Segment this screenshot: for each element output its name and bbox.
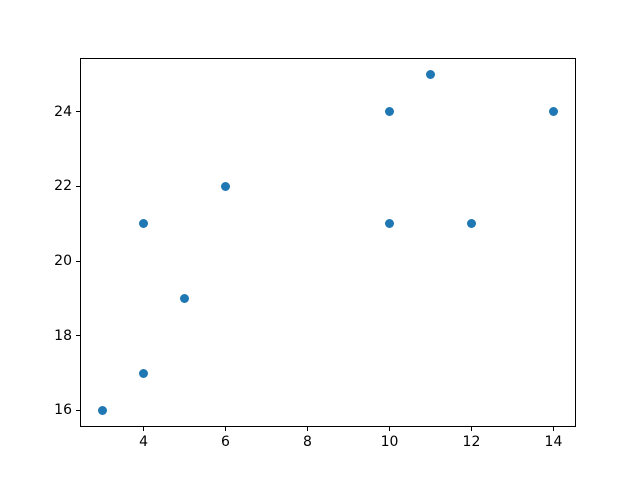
data-point [384, 219, 394, 229]
x-tick-label: 10 [380, 434, 399, 451]
data-point [384, 107, 394, 117]
x-tick-label: 6 [221, 434, 230, 451]
data-point [425, 69, 435, 79]
y-tick-label: 18 [54, 327, 72, 344]
data-point [466, 219, 476, 229]
data-point [139, 219, 149, 229]
y-tick-mark [76, 409, 80, 411]
plot-area [80, 57, 576, 428]
y-tick-label: 22 [54, 178, 72, 195]
y-tick-mark [76, 111, 80, 113]
data-point [139, 368, 149, 378]
x-tick-mark [552, 427, 554, 432]
x-tick-label: 8 [303, 434, 312, 451]
x-tick-mark [143, 427, 145, 432]
y-tick-mark [76, 335, 80, 337]
y-tick-mark [76, 260, 80, 262]
data-point [98, 405, 108, 415]
x-tick-label: 14 [544, 434, 563, 451]
y-tick-label: 20 [54, 253, 72, 270]
data-point [548, 107, 558, 117]
x-tick-label: 12 [462, 434, 481, 451]
x-tick-mark [470, 427, 472, 432]
data-point [180, 293, 190, 303]
x-tick-label: 4 [139, 434, 148, 451]
x-tick-mark [225, 427, 227, 432]
x-tick-mark [307, 427, 308, 432]
y-tick-label: 24 [54, 103, 72, 120]
data-point [221, 181, 231, 191]
x-tick-mark [388, 427, 390, 432]
y-tick-mark [76, 185, 80, 187]
y-tick-label: 16 [54, 402, 72, 419]
